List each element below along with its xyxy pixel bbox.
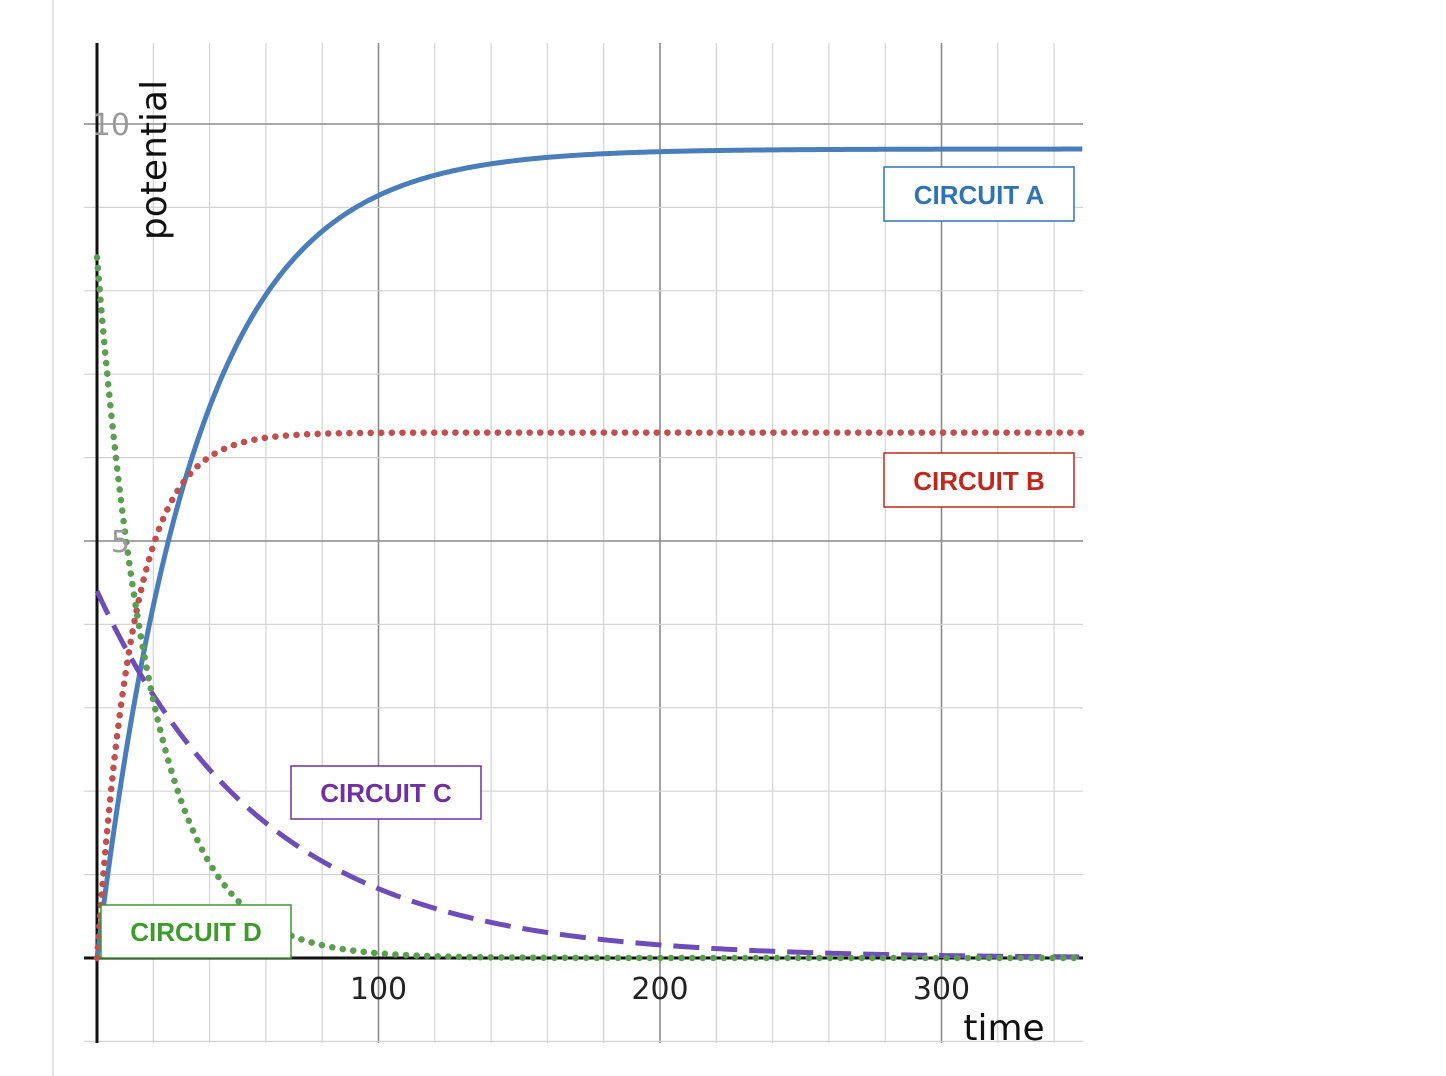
x-axis-title: time (963, 1008, 1044, 1049)
x-tick-label: 100 (350, 972, 407, 1007)
legend-label: CIRCUIT C (320, 778, 452, 808)
tick-labels: 100 200 300 5 10 (92, 108, 970, 1007)
x-tick-label: 200 (631, 972, 688, 1007)
legend-label: CIRCUIT A (914, 180, 1045, 210)
page-border (52, 0, 54, 1076)
y-tick-label: 10 (92, 108, 130, 143)
y-axis-title: potential (134, 80, 175, 240)
x-tick-label: 300 (913, 972, 970, 1007)
series-line-circuit-b (93, 429, 1086, 962)
series-line-circuit-c (94, 589, 1083, 960)
legend-label: CIRCUIT D (130, 917, 261, 947)
legend-circuit-b: CIRCUIT B (883, 452, 1075, 508)
series-lines (93, 146, 1086, 962)
legend-circuit-a: CIRCUIT A (883, 166, 1075, 222)
y-tick-label: 5 (111, 525, 130, 560)
series-line-circuit-d (93, 254, 1086, 962)
series-line-circuit-a (94, 146, 1083, 959)
legend-label: CIRCUIT B (913, 466, 1044, 496)
legend-circuit-c: CIRCUIT C (290, 765, 482, 820)
legend-circuit-d: CIRCUIT D (100, 904, 292, 959)
